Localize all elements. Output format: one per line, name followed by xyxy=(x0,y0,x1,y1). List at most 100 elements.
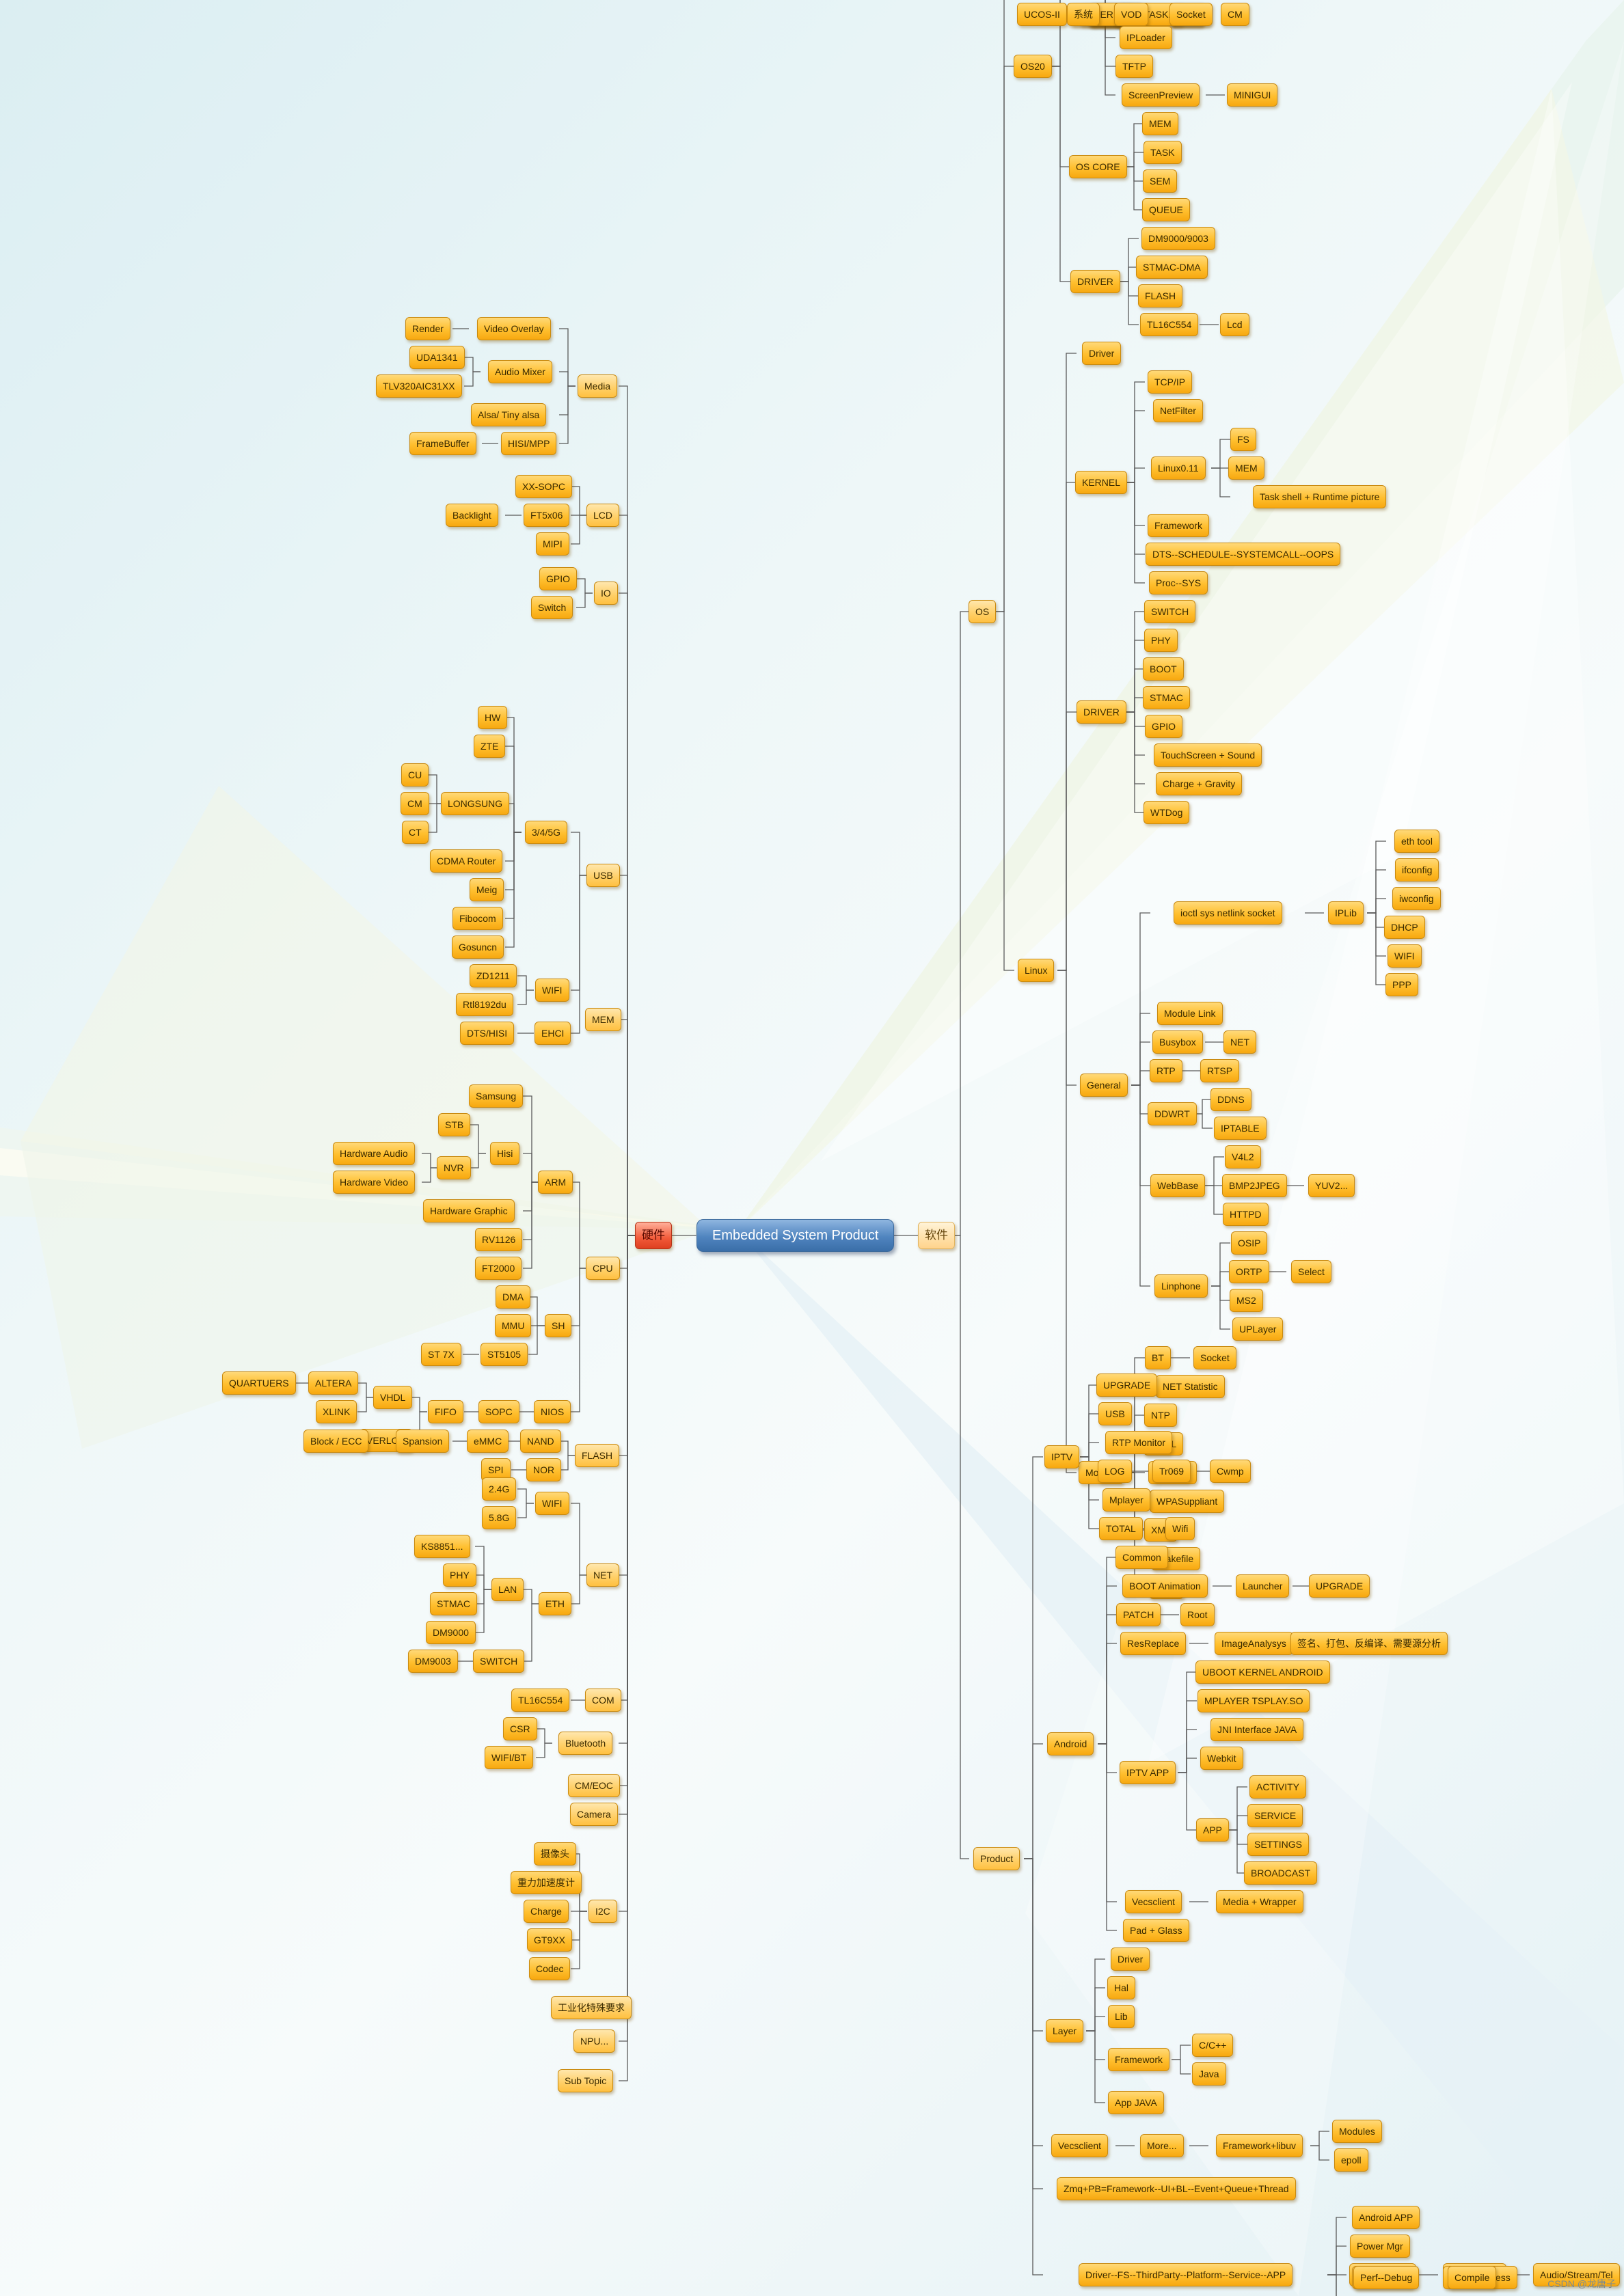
node-npu: NPU... xyxy=(573,2030,616,2053)
node-video-overlay: Video Overlay xyxy=(477,317,551,340)
node-node: 重力加速度计 xyxy=(511,1871,582,1894)
node-ioctl-sys-netlink-socket: ioctl sys netlink socket xyxy=(1174,901,1282,925)
node-app: APP xyxy=(1196,1818,1230,1842)
node-framebuffer: FrameBuffer xyxy=(409,432,476,455)
node-select: Select xyxy=(1291,1260,1331,1283)
node-hardware-video: Hardware Video xyxy=(333,1171,416,1194)
node-java: Java xyxy=(1192,2062,1226,2086)
node-net: NET xyxy=(1223,1030,1256,1054)
node-perf-debug: Perf--Debug xyxy=(1353,2266,1420,2289)
node-audio-stream-tel: Audio/Stream/Tel xyxy=(1533,2263,1620,2286)
node-power-mgr: Power Mgr xyxy=(1350,2234,1410,2258)
node-proc-sys: Proc--SYS xyxy=(1149,571,1208,594)
node-general: General xyxy=(1080,1074,1128,1097)
node-phy: PHY xyxy=(1144,629,1178,652)
node-touchscreen-sound: TouchScreen + Sound xyxy=(1154,743,1262,767)
node-osip: OSIP xyxy=(1231,1231,1268,1255)
node-socket: Socket xyxy=(1169,3,1213,26)
node-jni-interface-java: JNI Interface JAVA xyxy=(1210,1718,1304,1741)
node-iptv: IPTV xyxy=(1044,1445,1080,1468)
node-dts-hisi: DTS/HISI xyxy=(460,1022,515,1045)
node-queue: QUEUE xyxy=(1142,198,1190,221)
node-rtp-monitor: RTP Monitor xyxy=(1105,1431,1173,1454)
node-emmc: eMMC xyxy=(467,1430,509,1453)
node-fifo: FIFO xyxy=(428,1400,463,1423)
node-product: Product xyxy=(973,1847,1020,1870)
node-usb: USB xyxy=(1098,1402,1132,1425)
node-stb: STB xyxy=(438,1113,471,1136)
node-render: Render xyxy=(405,317,450,340)
node-flash: FLASH xyxy=(1138,284,1183,308)
node-altera: ALTERA xyxy=(308,1371,359,1395)
node-hw: HW xyxy=(478,706,508,729)
node-lcd: Lcd xyxy=(1220,313,1249,336)
node-linphone: Linphone xyxy=(1154,1274,1208,1298)
node-xlink: XLINK xyxy=(316,1400,357,1423)
node-ft5x06: FT5x06 xyxy=(524,504,570,527)
node-wifi: WIFI xyxy=(535,1492,569,1515)
node-ddwrt: DDWRT xyxy=(1148,1102,1197,1125)
node-samsung: Samsung xyxy=(469,1084,524,1108)
node-os: OS xyxy=(969,600,997,623)
node-launcher: Launcher xyxy=(1236,1574,1290,1598)
node-charge: Charge xyxy=(524,1900,569,1923)
node-busybox: Busybox xyxy=(1152,1030,1203,1054)
node-cm: CM xyxy=(1221,3,1249,26)
node-total: TOTAL xyxy=(1099,1517,1143,1540)
node-switch: SWITCH xyxy=(473,1650,525,1673)
node-rv1126: RV1126 xyxy=(475,1228,523,1251)
node-ntp: NTP xyxy=(1144,1404,1177,1427)
node-backlight: Backlight xyxy=(446,504,498,527)
node-framework: Framework xyxy=(1108,2048,1170,2071)
node-boot-animation: BOOT Animation xyxy=(1122,1574,1208,1598)
node-linux0-11: Linux0.11 xyxy=(1151,456,1206,480)
node-ks8851: KS8851... xyxy=(414,1535,470,1558)
node-3-4-5g: 3/4/5G xyxy=(525,821,568,844)
node-dm9000: DM9000 xyxy=(426,1621,476,1644)
node-tl16c554: TL16C554 xyxy=(511,1689,570,1712)
node-switch: Switch xyxy=(531,596,573,619)
node-bmp2jpeg: BMP2JPEG xyxy=(1222,1174,1287,1197)
node-vecsclient: Vecsclient xyxy=(1125,1890,1182,1913)
node-lcd: LCD xyxy=(586,504,620,527)
node-5-8g: 5.8G xyxy=(482,1506,517,1529)
node-wifi: Wifi xyxy=(1165,1517,1195,1540)
root-node: Embedded System Product xyxy=(696,1219,895,1252)
node-vhdl: VHDL xyxy=(373,1386,413,1409)
node-wifi-bt: WIFI/BT xyxy=(485,1746,534,1769)
node-gpio: GPIO xyxy=(539,567,578,590)
software-node: 软件 xyxy=(918,1222,955,1249)
node-camera: Camera xyxy=(570,1803,618,1826)
node-netfilter: NetFilter xyxy=(1153,399,1203,422)
node-webkit: Webkit xyxy=(1200,1747,1243,1770)
node-longsung: LONGSUNG xyxy=(441,792,510,815)
node-meig: Meig xyxy=(470,878,504,901)
node-tcp-ip: TCP/IP xyxy=(1148,370,1193,394)
node-zmq-pb-framework-ui-bl-event-queue-thread: Zmq+PB=Framework--UI+BL--Event+Queue+Thr… xyxy=(1057,2177,1296,2200)
node-block-ecc: Block / ECC xyxy=(303,1430,369,1453)
node-uboot-kernel-android: UBOOT KERNEL ANDROID xyxy=(1195,1660,1330,1684)
node-app-java: App JAVA xyxy=(1108,2091,1164,2114)
node-com: COM xyxy=(585,1689,621,1712)
node-cwmp: Cwmp xyxy=(1210,1460,1251,1483)
node-eth: ETH xyxy=(539,1592,571,1615)
node-service: SERVICE xyxy=(1247,1804,1303,1827)
node-codec: Codec xyxy=(529,1957,571,1980)
node-dm9000-9003: DM9000/9003 xyxy=(1141,227,1215,250)
node-framework-libuv: Framework+libuv xyxy=(1216,2134,1303,2157)
node-fs: FS xyxy=(1230,428,1256,451)
node-upgrade: UPGRADE xyxy=(1309,1574,1370,1598)
node-minigui: MINIGUI xyxy=(1227,83,1278,107)
node-driver-fs-thirdparty-platform-service-app: Driver--FS--ThirdParty--Platform--Servic… xyxy=(1079,2263,1293,2286)
node-nor: NOR xyxy=(526,1458,562,1481)
node-bt: BT xyxy=(1145,1346,1171,1369)
node-broadcast: BROADCAST xyxy=(1244,1861,1318,1885)
node-mem: MEM xyxy=(585,1008,621,1031)
node-tr069: Tr069 xyxy=(1152,1460,1191,1483)
node-rtp: RTP xyxy=(1150,1059,1182,1082)
node-modules: Modules xyxy=(1332,2120,1382,2143)
node-patch: PATCH xyxy=(1116,1603,1161,1626)
node-cm-eoc: CM/EOC xyxy=(568,1774,620,1797)
node-hisi-mpp: HISI/MPP xyxy=(501,432,557,455)
node-media: Media xyxy=(578,374,618,398)
